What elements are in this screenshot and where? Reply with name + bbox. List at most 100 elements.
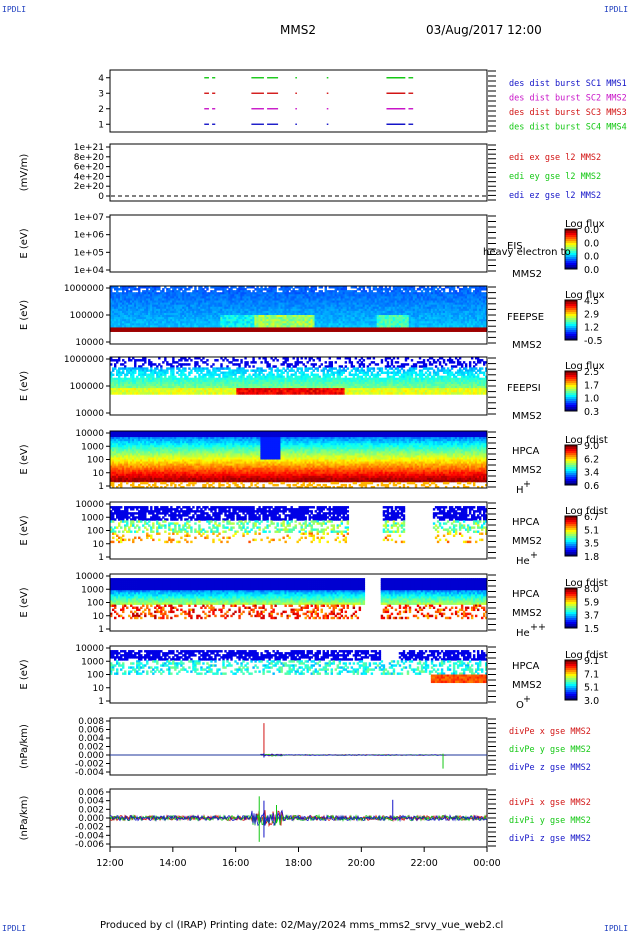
spectrogram-cell (170, 321, 173, 324)
spectrogram-cell (168, 329, 171, 332)
spectrogram-cell (128, 300, 131, 303)
spectrogram-cell (172, 304, 175, 308)
spectrogram-cell (254, 304, 257, 308)
spectrogram-cell (272, 296, 275, 299)
spectrogram-cell (296, 329, 299, 332)
spectrogram-cell (214, 329, 217, 332)
spectrogram-cell (304, 321, 307, 324)
spectrogram-cell (126, 286, 129, 289)
spectrogram-cell (150, 304, 153, 308)
spectrogram-cell (166, 329, 169, 332)
spectrogram-cell (112, 317, 115, 320)
spectrogram-cell (228, 304, 231, 308)
spectrogram-cell (162, 300, 165, 303)
spectrogram-cell (298, 321, 301, 324)
feepse-panel-colorbar-label: -0.5 (584, 336, 603, 347)
spectrogram-cell (110, 292, 113, 295)
spectrogram-cell (266, 296, 269, 299)
spectrogram-cell (182, 321, 185, 324)
spectrogram-cell (152, 310, 155, 314)
spectrogram-cell (154, 302, 157, 306)
spectrogram-cell (128, 290, 131, 293)
spectrogram-cell (160, 310, 163, 314)
spectrogram-cell (202, 304, 205, 308)
spectrogram-cell (142, 323, 145, 326)
spectrogram-cell (198, 308, 201, 312)
spectrogram-cell (114, 325, 117, 328)
spectrogram-cell (196, 304, 199, 308)
spectrogram-cell (154, 323, 157, 326)
spectrogram-cell (126, 302, 129, 306)
spectrogram-cell (186, 302, 189, 306)
spectrogram-cell (272, 327, 275, 330)
spectrogram-cell (238, 294, 241, 297)
spectrogram-cell (224, 323, 227, 326)
spectrogram-cell (188, 292, 191, 295)
spectrogram-cell (230, 296, 233, 299)
spectrogram-cell (174, 306, 177, 310)
spectrogram-cell (138, 325, 141, 328)
spectrogram-cell (318, 319, 321, 322)
spectrogram-cell (174, 290, 177, 293)
spectrogram-cell (118, 294, 121, 297)
edi-legend-entry: edi ez gse l2 MMS2 (509, 191, 601, 201)
spectrogram-cell (144, 310, 147, 314)
spectrogram-cell (252, 304, 255, 308)
spectrogram-cell (194, 290, 197, 293)
spectrogram-cell (162, 294, 165, 297)
spectrogram-cell (260, 286, 263, 289)
spectrogram-cell (122, 308, 125, 312)
spectrogram-cell (238, 329, 241, 332)
spectrogram-cell (146, 323, 149, 326)
spectrogram-cell (286, 325, 289, 328)
spectrogram-cell (306, 302, 309, 306)
spectrogram-cell (112, 321, 115, 324)
spectrogram-cell (312, 296, 315, 299)
spectrogram-cell (126, 321, 129, 324)
spectrogram-cell (268, 315, 271, 318)
spectrogram-cell (166, 319, 169, 322)
spectrogram-cell (140, 327, 143, 330)
spectrogram-cell (278, 325, 281, 328)
spectrogram-cell (212, 294, 215, 297)
spectrogram-cell (156, 300, 159, 303)
spectrogram-cell (318, 290, 321, 293)
spectrogram-cell (166, 296, 169, 299)
spectrogram-cell (292, 329, 295, 332)
spectrogram-cell (218, 315, 221, 318)
spectrogram-cell (150, 292, 153, 295)
spectrogram-cell (238, 323, 241, 326)
spectrogram-cell (282, 329, 285, 332)
spectrogram-cell (228, 321, 231, 324)
spectrogram-cell (126, 315, 129, 318)
spectrogram-cell (232, 315, 235, 318)
spectrogram-cell (300, 325, 303, 328)
spectrogram-cell (146, 329, 149, 332)
spectrogram-cell (268, 306, 271, 310)
spectrogram-cell (276, 302, 279, 306)
spectrogram-cell (168, 308, 171, 312)
spectrogram-cell (206, 321, 209, 324)
spectrogram-cell (274, 317, 277, 320)
spectrogram-cell (246, 292, 249, 295)
spectrogram-cell (196, 323, 199, 326)
spectrogram-cell (258, 292, 261, 295)
spectrogram-cell (190, 294, 193, 297)
spectrogram-cell (218, 323, 221, 326)
spectrogram-cell (292, 319, 295, 322)
spectrogram-cell (170, 292, 173, 295)
spectrogram-cell (208, 294, 211, 297)
spectrogram-cell (240, 308, 243, 312)
spectrogram-cell (230, 290, 233, 293)
spectrogram-cell (134, 371, 137, 374)
spectrogram-cell (288, 300, 291, 303)
spectrogram-cell (276, 306, 279, 310)
spectrogram-cell (148, 294, 151, 297)
spectrogram-cell (152, 286, 155, 289)
spectrogram-cell (250, 298, 253, 301)
spectrogram-cell (164, 294, 167, 297)
spectrogram-cell (150, 290, 153, 293)
spectrogram-cell (252, 296, 255, 299)
spectrogram-cell (322, 325, 325, 328)
spectrogram-cell (142, 306, 145, 310)
